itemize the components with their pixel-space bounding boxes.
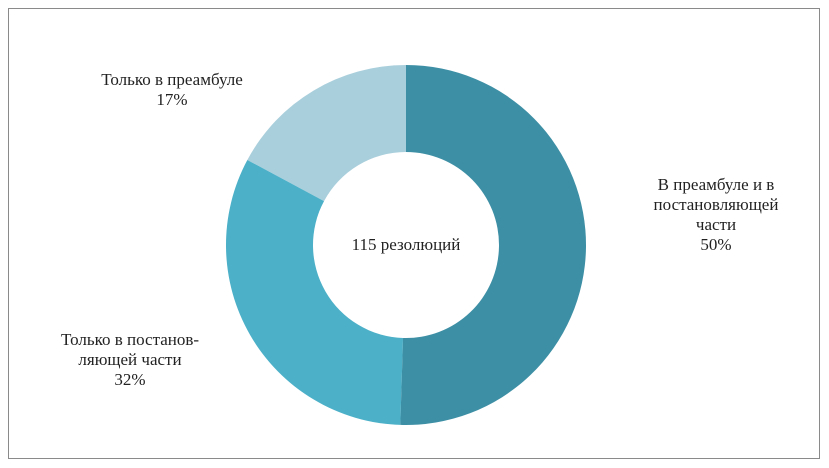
slice-value-label: 32% — [114, 370, 146, 389]
chart-frame — [8, 8, 820, 459]
slice-value-label: 17% — [156, 90, 188, 109]
slice-value-label: 50% — [700, 235, 732, 254]
donut-slice — [400, 65, 587, 425]
center-label: 115 резолюций — [352, 235, 461, 254]
slice-label: Только в преамбуле — [101, 70, 243, 89]
donut-slice — [226, 159, 404, 425]
slice-label: В преамбуле и в постановляющей части — [653, 175, 779, 234]
slice-label: Только в постанов- ляющей части — [60, 330, 200, 369]
donut-slice — [247, 65, 406, 202]
